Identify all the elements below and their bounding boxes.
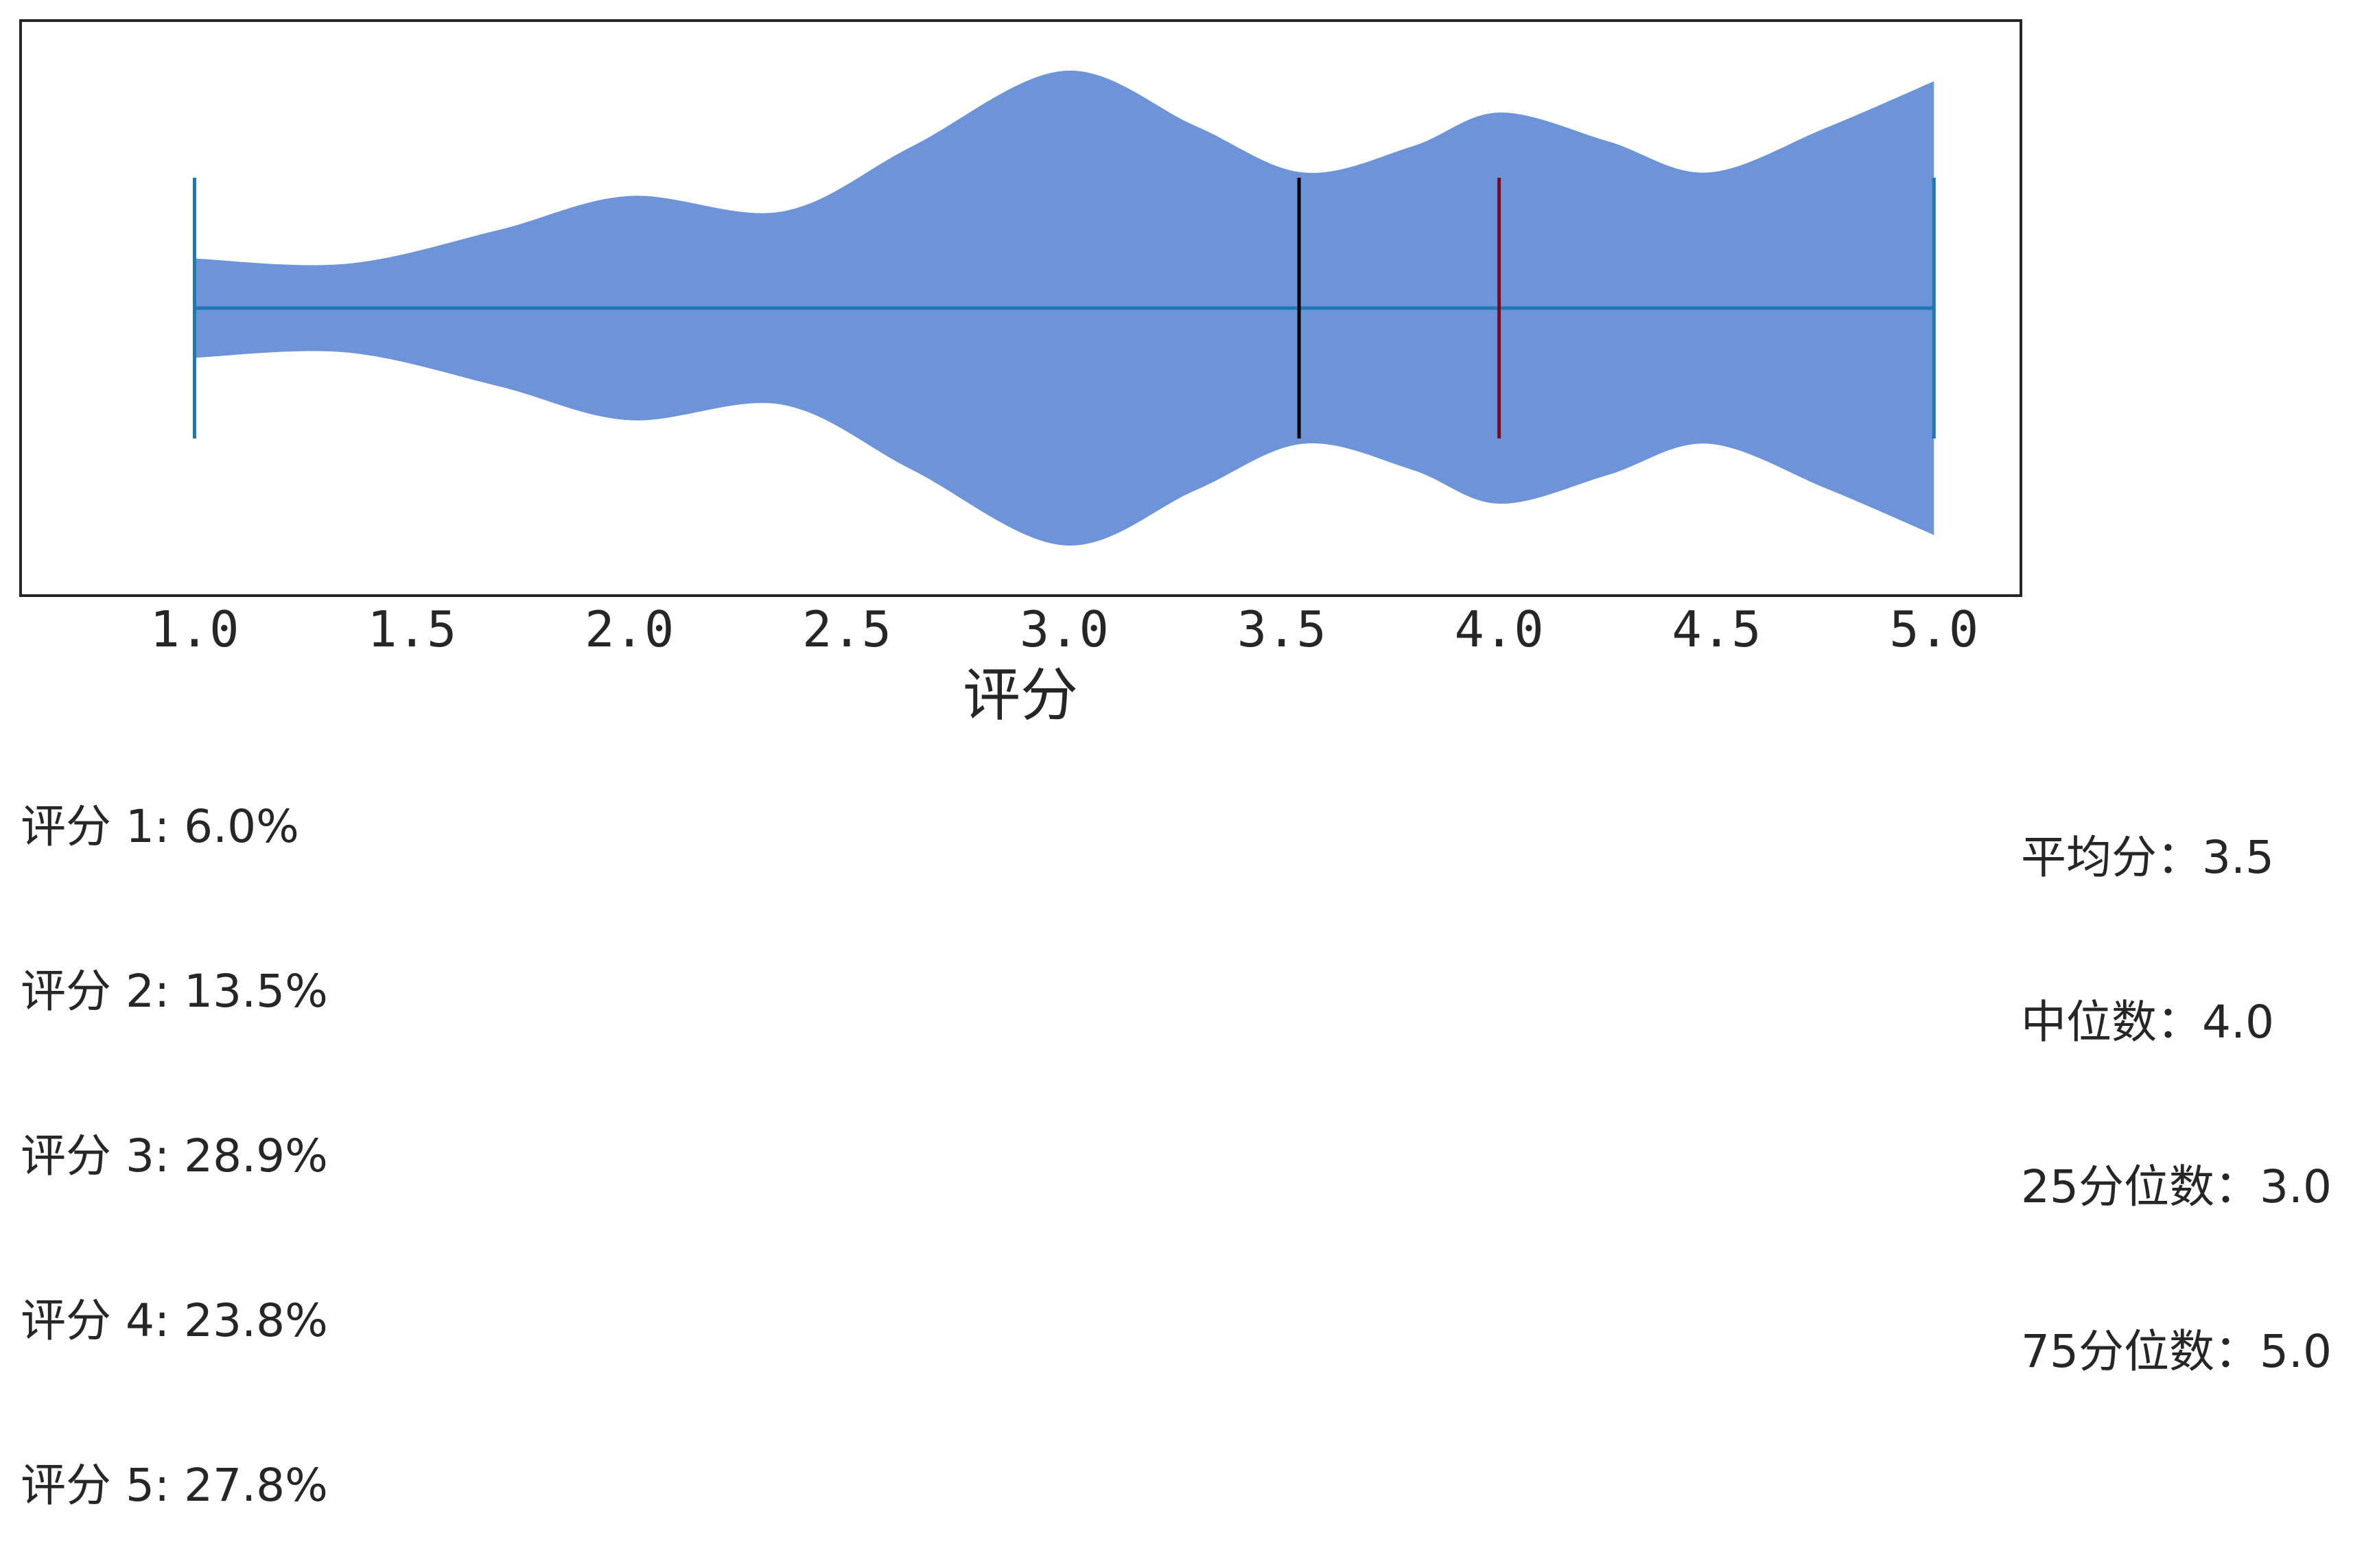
summary-q3: 75分位数：5.0 <box>2021 1325 2332 1378</box>
summary-q1: 25分位数：3.0 <box>2021 1160 2332 1213</box>
x-tick-label: 2.5 <box>802 600 891 658</box>
x-tick-label: 4.0 <box>1455 600 1544 658</box>
x-tick-label: 2.0 <box>585 600 674 658</box>
distribution-rating-1: 评分 1: 6.0% <box>21 800 299 853</box>
x-tick-label: 3.0 <box>1020 600 1109 658</box>
summary-median: 中位数：4.0 <box>2021 996 2274 1049</box>
summary-statistics: 平均分：3.5 中位数：4.0 25分位数：3.0 75分位数：5.0 <box>2021 721 2332 1434</box>
x-tick-label: 1.0 <box>150 600 239 658</box>
distribution-rating-5: 评分 5: 27.8% <box>21 1459 328 1512</box>
violin-chart: 1.0 1.5 2.0 2.5 3.0 3.5 4.0 4.5 5.0 评分 <box>19 19 2022 729</box>
x-tick-label: 5.0 <box>1889 600 1978 658</box>
x-tick-label: 1.5 <box>367 600 456 658</box>
distribution-rating-4: 评分 4: 23.8% <box>21 1294 328 1347</box>
distribution-rating-3: 评分 3: 28.9% <box>21 1130 328 1182</box>
rating-distribution: 评分 1: 6.0% 评分 2: 13.5% 评分 3: 28.9% 评分 4:… <box>21 690 328 1568</box>
x-tick-label: 4.5 <box>1672 600 1761 658</box>
x-axis-label: 评分 <box>963 662 1078 729</box>
x-tick-label: 3.5 <box>1237 600 1326 658</box>
summary-mean: 平均分：3.5 <box>2021 831 2274 884</box>
distribution-rating-2: 评分 2: 13.5% <box>21 965 328 1018</box>
